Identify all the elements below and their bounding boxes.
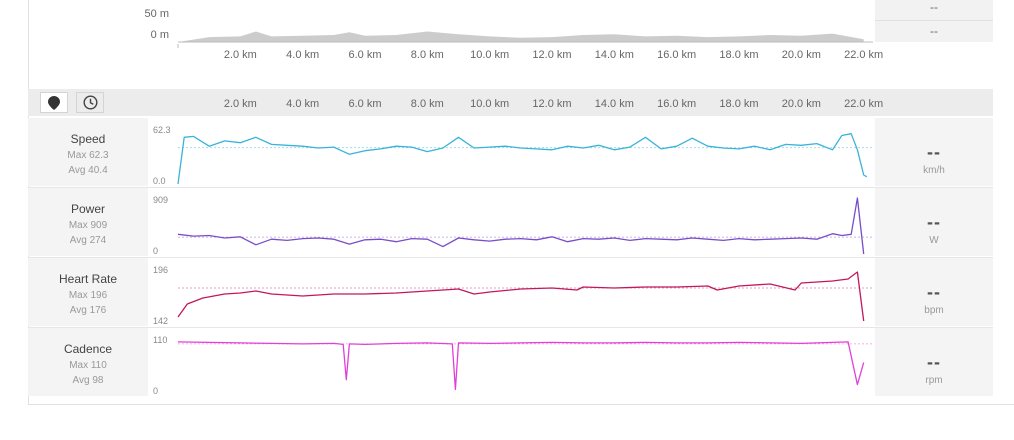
power-y-max-label: 909 (153, 195, 169, 205)
left-border (28, 0, 29, 89)
cadence-series-line (177, 341, 865, 391)
elevation-values-panel (875, 0, 993, 42)
power-unit: W (929, 235, 939, 246)
heart-rate-max: Max 196 (68, 290, 108, 301)
heart-rate-y-max-label: 196 (153, 265, 169, 275)
heart-rate-y-min-label: 142 (153, 316, 169, 326)
row-separator (28, 257, 993, 258)
stream-x-tick-label: 2.0 km (223, 98, 257, 110)
speed-avg: Avg 40.4 (68, 165, 108, 176)
elevation-x-tick-label: 8.0 km (410, 49, 444, 61)
heart-rate-avg: Avg 176 (69, 305, 107, 316)
cadence-title: Cadence (63, 342, 113, 356)
speed-y-max-label: 62.3 (153, 125, 171, 135)
power-title: Power (70, 202, 105, 216)
power-y-min-label: 0 (153, 246, 159, 256)
row-separator (28, 327, 993, 328)
stream-x-tick-label: 22.0 km (844, 98, 884, 110)
elevation-values-divider (875, 20, 993, 21)
elevation-x-tick-label: 18.0 km (719, 49, 759, 61)
speed-series-line (177, 133, 868, 185)
elevation-x-tick-label: 12.0 km (532, 49, 572, 61)
speed-label-panel (28, 118, 148, 186)
elevation-x-tick-label: 6.0 km (348, 49, 382, 61)
elevation-x-tick-label: 2.0 km (223, 49, 257, 61)
power-series-line (177, 197, 865, 255)
stream-x-tick-label: 6.0 km (348, 98, 382, 110)
speed-y-min-label: 0.0 (153, 176, 166, 186)
stream-x-tick-label: 10.0 km (470, 98, 510, 110)
elevation-x-tick-label: 4.0 km (286, 49, 320, 61)
elevation-x-tick-label: 10.0 km (470, 49, 510, 61)
cadence-max: Max 110 (69, 360, 107, 371)
heart-rate-unit: bpm (924, 305, 944, 316)
elevation-x-tick-label: 22.0 km (844, 49, 884, 61)
speed-max: Max 62.3 (67, 150, 109, 161)
elevation-area (178, 31, 864, 42)
distance-mode-button[interactable] (40, 92, 68, 113)
elevation-x-tick-label: 14.0 km (594, 49, 634, 61)
speed-value-panel (875, 118, 993, 186)
cadence-label-panel (28, 328, 148, 396)
bottom-border (28, 404, 1014, 405)
cadence-unit: rpm (925, 375, 943, 386)
stream-x-tick-label: 8.0 km (410, 98, 444, 110)
elevation-value-2: -- (930, 24, 938, 38)
row-separator (28, 187, 993, 188)
clock-icon (82, 95, 98, 110)
speed-current-value: -- (927, 142, 941, 162)
cadence-avg: Avg 98 (72, 375, 104, 386)
chart-toolbar (28, 89, 993, 116)
elevation-ytick-0: 0 m (150, 29, 169, 41)
map-pin-icon (48, 95, 60, 110)
heart-rate-series-line (177, 271, 865, 322)
stream-x-tick-label: 12.0 km (532, 98, 572, 110)
heart-rate-value-panel (875, 258, 993, 326)
elevation-x-tick-label: 20.0 km (781, 49, 821, 61)
heart-rate-current-value: -- (927, 282, 941, 302)
heart-rate-label-panel (28, 258, 148, 326)
power-max: Max 909 (68, 220, 108, 231)
time-mode-button[interactable] (76, 92, 104, 113)
stream-x-tick-label: 4.0 km (286, 98, 320, 110)
stream-x-tick-label: 14.0 km (594, 98, 634, 110)
heart-rate-title: Heart Rate (58, 272, 118, 286)
stream-x-tick-label: 20.0 km (781, 98, 821, 110)
power-current-value: -- (927, 212, 941, 232)
speed-title: Speed (70, 132, 106, 146)
cadence-y-max-label: 110 (153, 335, 168, 345)
stream-x-tick-label: 16.0 km (657, 98, 697, 110)
elevation-x-tick-label: 16.0 km (657, 49, 697, 61)
cadence-y-min-label: 0 (153, 386, 159, 396)
stream-x-tick-label: 18.0 km (719, 98, 759, 110)
speed-unit: km/h (923, 165, 945, 176)
cadence-value-panel (875, 328, 993, 396)
cadence-current-value: -- (927, 352, 941, 372)
power-label-panel (28, 188, 148, 256)
elevation-value-1: -- (930, 0, 938, 14)
power-value-panel (875, 188, 993, 256)
elevation-ytick-50: 50 m (144, 8, 169, 20)
power-avg: Avg 274 (69, 235, 107, 246)
